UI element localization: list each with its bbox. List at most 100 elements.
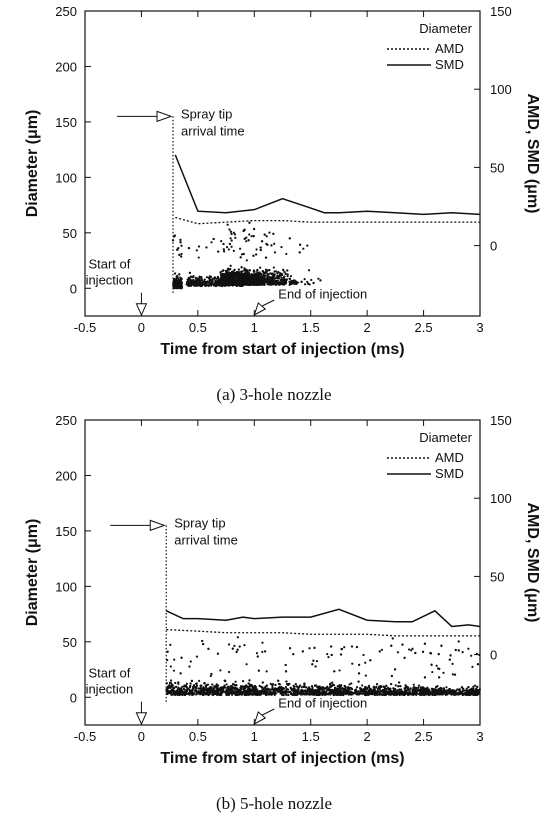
droplet-point [282, 282, 286, 286]
droplet-point [195, 655, 199, 658]
x-axis-label: Time from start of injection (ms) [160, 341, 404, 358]
droplet-point [202, 642, 205, 646]
droplet-point [244, 274, 248, 277]
droplet-point [255, 275, 259, 278]
droplet-point [245, 690, 248, 693]
droplet-point [262, 271, 265, 274]
droplet-point [457, 649, 460, 652]
spray-tip-label-line1: Spray tip [181, 106, 232, 121]
chart-panel-1: -0.5 0 0.5 1 1.5 2 2.5 305010015020025005010015… [24, 413, 541, 767]
droplet-point [266, 276, 269, 280]
droplet-point [219, 669, 222, 672]
droplet-point [195, 682, 198, 685]
droplet-point [233, 233, 237, 236]
droplet-point [241, 282, 244, 285]
droplet-point [208, 279, 212, 282]
droplet-point [230, 283, 233, 286]
droplet-point [272, 232, 275, 235]
droplet-point [185, 682, 189, 685]
droplet-point [195, 279, 198, 282]
droplet-point [203, 283, 206, 286]
droplet-point [265, 670, 268, 673]
droplet-point [399, 688, 403, 691]
droplet-point [243, 228, 246, 231]
droplet-point [232, 249, 235, 252]
droplet-point [478, 688, 481, 691]
droplet-point [336, 685, 339, 688]
droplet-point [451, 662, 454, 665]
droplet-point [404, 684, 407, 687]
droplet-point [212, 237, 215, 241]
droplet-point [423, 642, 426, 645]
droplet-point [398, 688, 401, 691]
droplet-point [200, 276, 203, 279]
x-tick-label: 0 [138, 320, 145, 335]
droplet-point [396, 651, 399, 654]
droplet-point [219, 281, 222, 284]
droplet-point [268, 231, 271, 234]
droplet-point [271, 272, 274, 275]
droplet-point [210, 241, 213, 244]
droplet-point [229, 267, 232, 271]
droplet-point [241, 274, 244, 277]
droplet-point [465, 687, 468, 690]
droplet-point [417, 684, 421, 687]
droplet-point [240, 276, 244, 279]
droplet-point [246, 279, 250, 283]
droplet-point [461, 651, 464, 654]
droplet-point [247, 239, 250, 242]
droplet-point [252, 276, 255, 279]
droplet-point [230, 232, 233, 236]
droplet-point [234, 280, 237, 283]
droplet-point [192, 275, 195, 278]
droplet-point [240, 253, 244, 256]
droplet-point [471, 665, 474, 668]
droplet-point [267, 273, 270, 276]
droplet-point [248, 269, 251, 272]
droplet-point [189, 284, 193, 287]
droplet-point [256, 655, 259, 658]
droplet-point [208, 275, 211, 278]
droplet-point [298, 251, 301, 254]
droplet-point [178, 273, 181, 276]
droplet-point [210, 672, 213, 676]
droplet-point [263, 281, 266, 284]
droplet-point [240, 266, 243, 269]
droplet-point [380, 648, 384, 651]
droplet-point [180, 244, 183, 247]
droplet-point [241, 679, 245, 683]
droplet-point [169, 643, 172, 646]
droplet-point [192, 692, 196, 695]
droplet-point [300, 280, 303, 283]
droplet-point [219, 283, 223, 286]
droplet-point [268, 279, 271, 282]
x-tick-label: 0.5 [189, 320, 207, 335]
droplet-point [232, 231, 235, 234]
droplet-point [424, 687, 427, 690]
droplet-point [467, 647, 470, 650]
droplet-point [232, 270, 235, 273]
droplet-point [451, 673, 454, 676]
droplet-point [391, 637, 394, 640]
droplet-point [169, 681, 173, 685]
droplet-point [255, 253, 258, 256]
droplet-point [241, 279, 244, 282]
droplet-point [177, 282, 180, 286]
droplet-point [243, 267, 246, 270]
droplet-point [285, 252, 288, 256]
droplet-point [235, 270, 238, 274]
x-tick-label: 2 [364, 729, 371, 744]
droplet-point [180, 255, 183, 258]
series-line-smd [174, 154, 481, 216]
droplet-point [243, 269, 247, 272]
droplet-point [419, 686, 423, 689]
spray-tip-label-line2: arrival time [181, 123, 245, 138]
droplet-point [199, 279, 202, 282]
y-tick-label: 250 [55, 4, 77, 19]
droplet-point [233, 268, 236, 271]
droplet-point [206, 281, 209, 284]
droplet-point [178, 286, 181, 289]
droplet-point [175, 275, 179, 278]
droplet-point [393, 688, 397, 691]
droplet-point [170, 679, 173, 682]
